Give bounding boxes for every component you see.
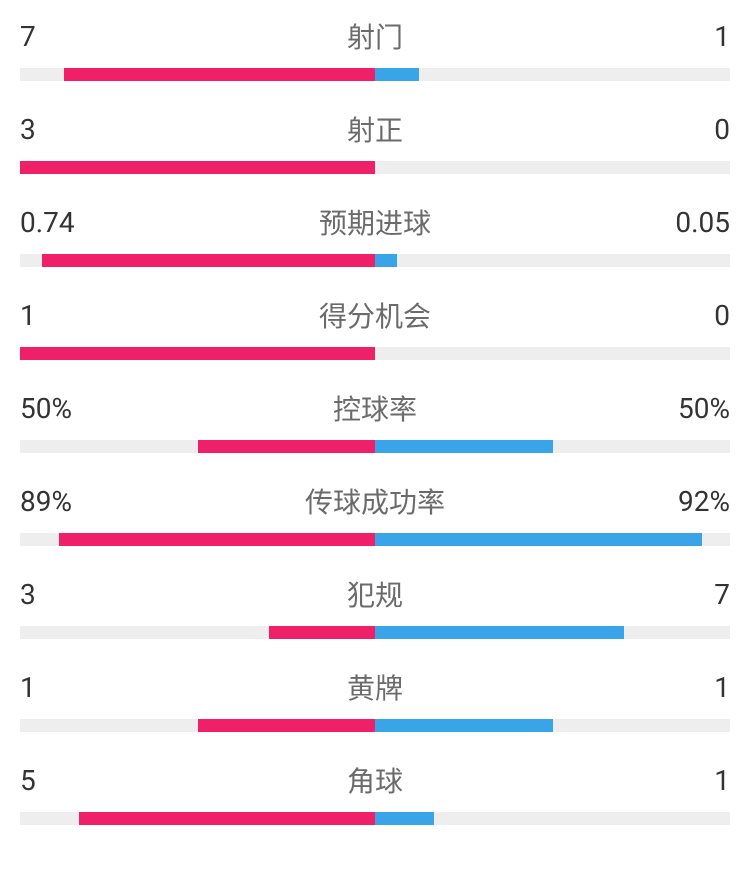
bar-right-fill <box>375 812 434 825</box>
stat-name: 预期进球 <box>257 202 494 242</box>
stat-right-value: 1 <box>493 20 730 53</box>
stat-bar <box>20 254 730 267</box>
stat-bar <box>20 626 730 639</box>
bar-left-fill <box>42 254 375 267</box>
stat-right-value: 0.05 <box>493 206 730 239</box>
bar-right-fill <box>375 533 702 546</box>
stat-name: 角球 <box>257 760 494 800</box>
bar-right-fill <box>375 719 553 732</box>
stat-name: 黄牌 <box>257 667 494 707</box>
bar-right-fill <box>375 68 419 81</box>
stat-name: 射门 <box>257 16 494 56</box>
bar-right-half <box>375 533 730 546</box>
stat-left-value: 1 <box>20 299 257 332</box>
bar-right-half <box>375 347 730 360</box>
stat-left-value: 1 <box>20 671 257 704</box>
stat-right-value: 92% <box>493 485 730 518</box>
stat-labels: 89%传球成功率92% <box>20 481 730 521</box>
stat-labels: 1得分机会0 <box>20 295 730 335</box>
stat-bar <box>20 719 730 732</box>
bar-left-fill <box>79 812 375 825</box>
stat-right-value: 1 <box>493 671 730 704</box>
bar-left-fill <box>198 719 376 732</box>
bar-left-half <box>20 533 375 546</box>
stat-row: 3犯规7 <box>20 574 730 639</box>
stat-name: 犯规 <box>257 574 494 614</box>
stat-bar <box>20 812 730 825</box>
bar-left-half <box>20 254 375 267</box>
bar-left-fill <box>64 68 375 81</box>
stat-left-value: 0.74 <box>20 206 257 239</box>
stat-left-value: 3 <box>20 113 257 146</box>
stat-left-value: 7 <box>20 20 257 53</box>
stat-row: 0.74预期进球0.05 <box>20 202 730 267</box>
bar-right-half <box>375 254 730 267</box>
stat-row: 89%传球成功率92% <box>20 481 730 546</box>
bar-left-fill <box>20 347 375 360</box>
stat-bar <box>20 533 730 546</box>
bar-left-half <box>20 440 375 453</box>
stat-right-value: 50% <box>493 392 730 425</box>
bar-left-fill <box>20 161 375 174</box>
stat-labels: 5角球1 <box>20 760 730 800</box>
stat-labels: 50%控球率50% <box>20 388 730 428</box>
bar-left-half <box>20 719 375 732</box>
bar-right-half <box>375 440 730 453</box>
stat-left-value: 89% <box>20 485 257 518</box>
stat-labels: 3犯规7 <box>20 574 730 614</box>
stat-labels: 7射门1 <box>20 16 730 56</box>
stat-bar <box>20 440 730 453</box>
bar-right-fill <box>375 254 397 267</box>
bar-left-half <box>20 161 375 174</box>
stat-row: 7射门1 <box>20 16 730 81</box>
stat-name: 控球率 <box>257 388 494 428</box>
bar-right-half <box>375 719 730 732</box>
bar-right-half <box>375 812 730 825</box>
stat-right-value: 0 <box>493 113 730 146</box>
bar-left-fill <box>198 440 376 453</box>
bar-right-half <box>375 626 730 639</box>
stat-row: 1得分机会0 <box>20 295 730 360</box>
stat-row: 5角球1 <box>20 760 730 825</box>
stat-bar <box>20 161 730 174</box>
bar-right-half <box>375 68 730 81</box>
stat-bar <box>20 347 730 360</box>
match-stats-container: 7射门13射正00.74预期进球0.051得分机会050%控球率50%89%传球… <box>20 16 730 825</box>
stat-row: 50%控球率50% <box>20 388 730 453</box>
stat-name: 传球成功率 <box>257 481 494 521</box>
bar-left-half <box>20 626 375 639</box>
stat-left-value: 3 <box>20 578 257 611</box>
stat-left-value: 5 <box>20 764 257 797</box>
bar-left-half <box>20 68 375 81</box>
stat-labels: 3射正0 <box>20 109 730 149</box>
bar-left-fill <box>269 626 376 639</box>
stat-labels: 0.74预期进球0.05 <box>20 202 730 242</box>
stat-name: 得分机会 <box>257 295 494 335</box>
stat-bar <box>20 68 730 81</box>
stat-labels: 1黄牌1 <box>20 667 730 707</box>
bar-right-fill <box>375 440 553 453</box>
bar-right-half <box>375 161 730 174</box>
stat-right-value: 7 <box>493 578 730 611</box>
stat-name: 射正 <box>257 109 494 149</box>
stat-left-value: 50% <box>20 392 257 425</box>
stat-row: 1黄牌1 <box>20 667 730 732</box>
stat-row: 3射正0 <box>20 109 730 174</box>
bar-left-half <box>20 812 375 825</box>
bar-right-fill <box>375 626 624 639</box>
bar-left-half <box>20 347 375 360</box>
stat-right-value: 0 <box>493 299 730 332</box>
bar-left-fill <box>59 533 375 546</box>
stat-right-value: 1 <box>493 764 730 797</box>
